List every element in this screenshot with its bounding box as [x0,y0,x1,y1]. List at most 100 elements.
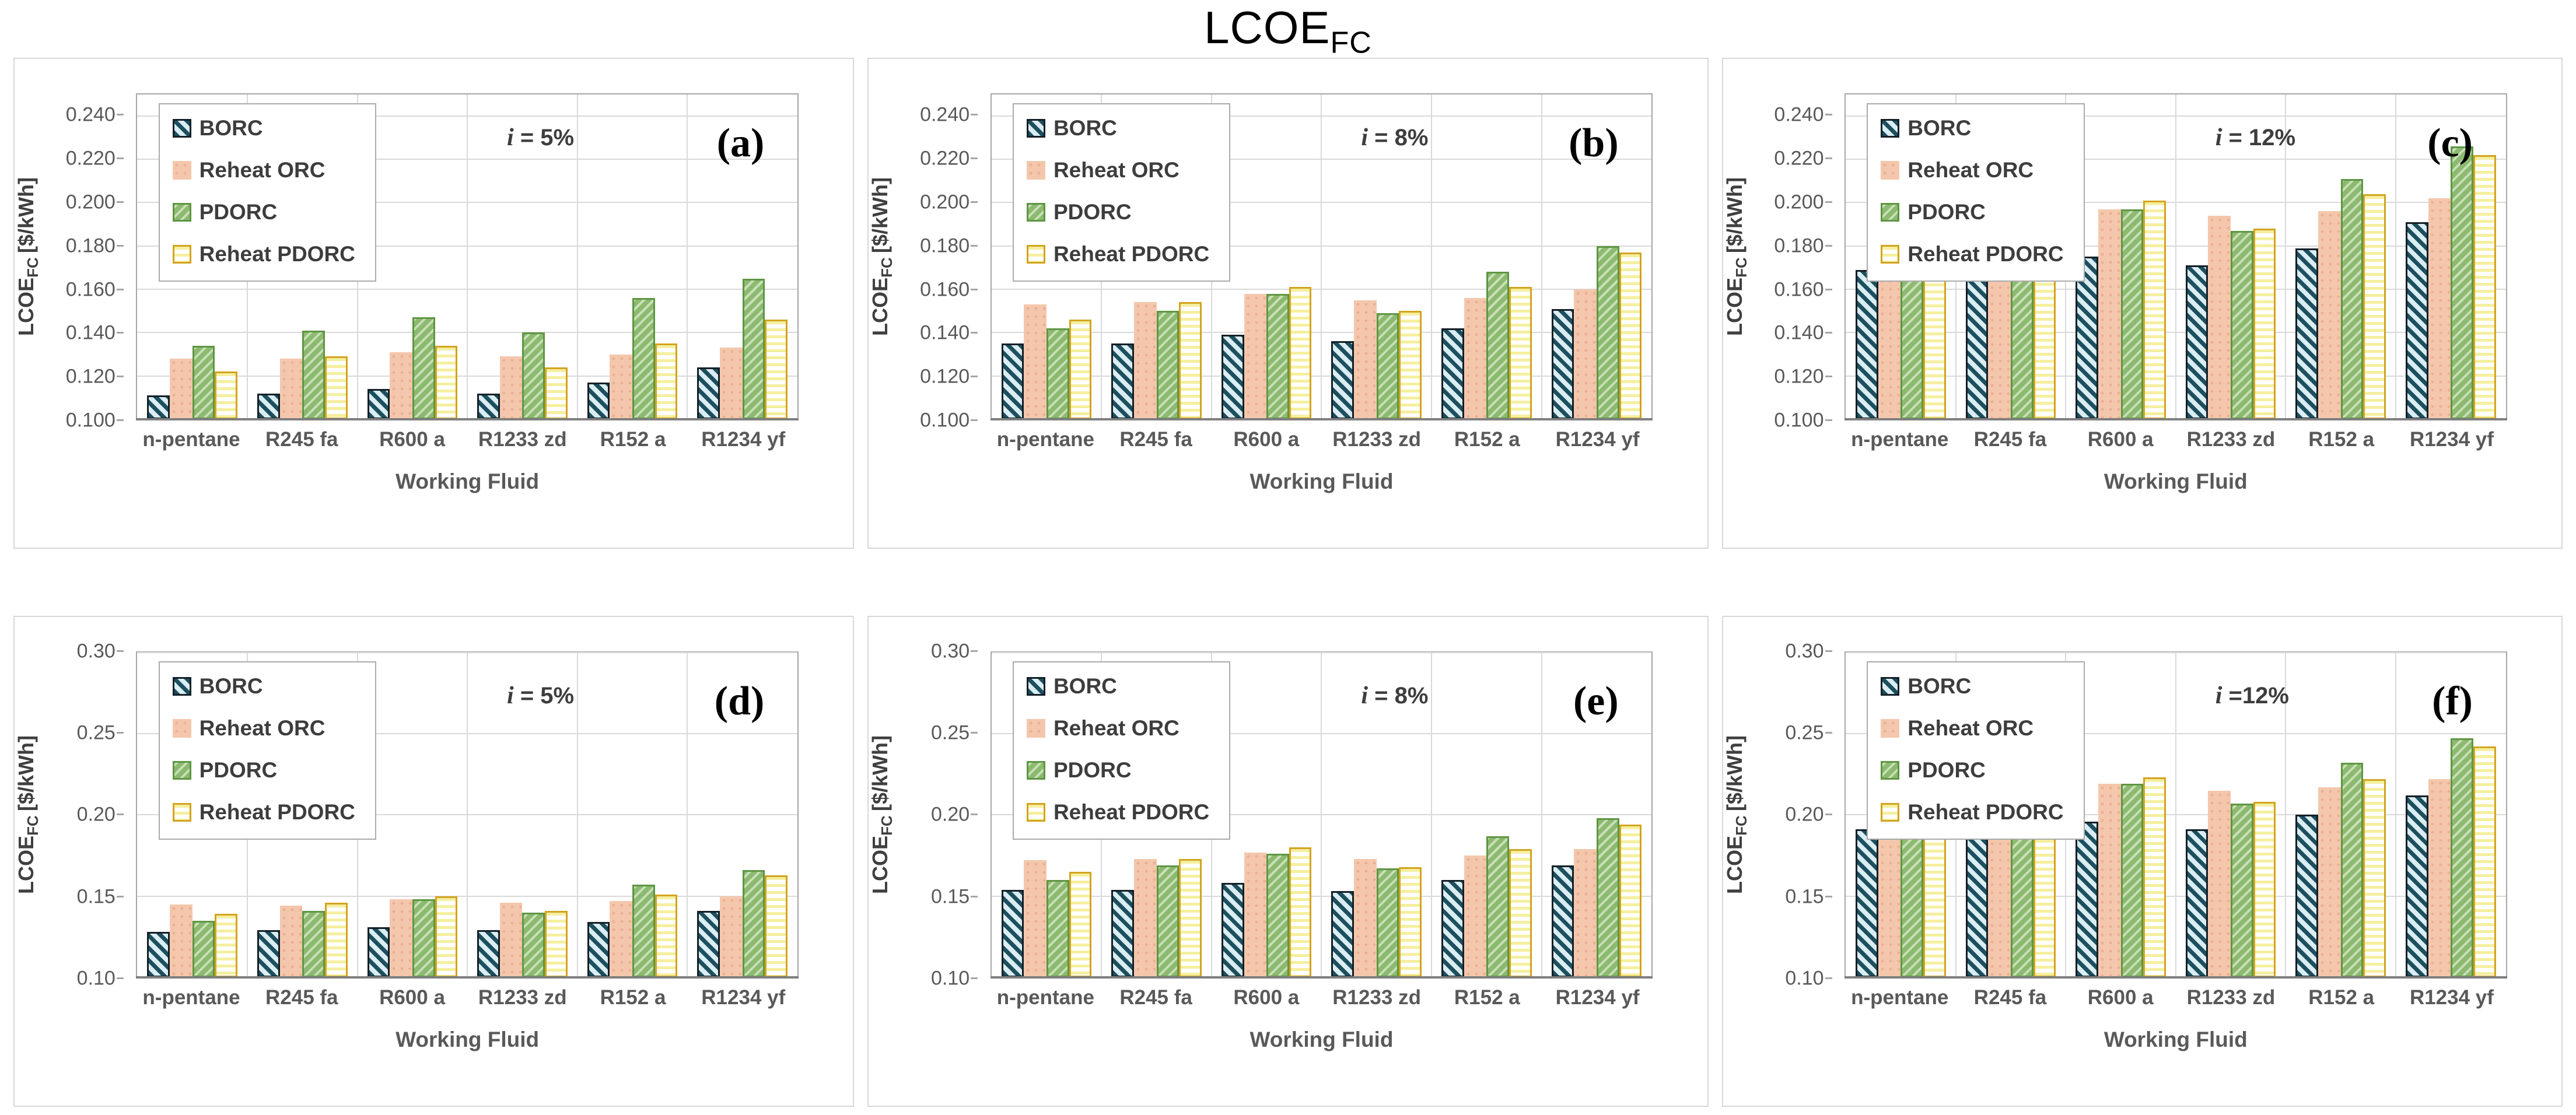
bar-BORC-R1233 zd [1331,341,1354,420]
bar-PDORC-n-pentane [192,920,215,978]
y-tick-mark [1825,288,1832,290]
x-axis-title: Working Fluid [396,1027,540,1051]
bar-BORC-R1234 yf [1551,308,1574,420]
y-tick-mark [116,814,124,816]
x-tick-label: R1234 yf [701,986,786,1009]
bar-group-R1234 yf [2396,94,2506,420]
bar-BORC-R152 a [587,922,610,978]
legend-swatch-icon [1026,761,1045,780]
y-tick-mark [1825,650,1832,652]
legend-swatch-icon [172,803,191,822]
y-tick-mark [116,244,124,247]
y-tick-mark [116,419,124,422]
y-tick-mark [1825,332,1832,334]
bar-PDORC-R1233 zd [522,332,545,420]
gridline-vertical [2395,652,2396,978]
bar-Reheat ORC-R600 a [390,899,412,978]
legend-label: BORC [199,116,263,141]
bar-Reheat PDORC-R152 a [2363,194,2386,420]
figure-title-main: LCOE [1204,2,1331,53]
x-tick-label: n-pentane [996,427,1094,451]
bar-Reheat PDORC-R152 a [1508,287,1532,420]
y-tick-mark [971,332,978,334]
y-tick-label: 0.140 [920,321,970,344]
legend-label: Reheat PDORC [1053,242,1210,267]
bar-BORC-n-pentane [1001,343,1024,420]
y-tick-label: 0.25 [1785,721,1824,744]
bar-group-R1234 yf [2396,653,2506,978]
y-tick-label: 0.15 [1785,885,1824,908]
bar-BORC-R245 fa [257,393,280,420]
bar-Reheat ORC-R1233 zd [1354,300,1377,420]
bar-group-R245 fa [1101,653,1212,978]
bar-group-R1234 yf [687,653,797,978]
bar-PDORC-R1233 zd [1376,313,1399,420]
interest-rate-annotation: i = 5% [507,124,575,151]
bar-PDORC-R152 a [2340,763,2364,978]
bar-PDORC-R245 fa [1156,865,1180,978]
bar-BORC-R1234 yf [2405,222,2428,420]
legend-label: BORC [1908,674,1972,699]
bar-PDORC-R245 fa [1156,311,1180,420]
bar-PDORC-R245 fa [302,910,325,978]
legend-swatch-icon [172,245,191,264]
legend: BORC Reheat ORC PDORC Reheat PDORC [1012,661,1231,840]
y-tick-label: 0.10 [76,967,116,990]
bar-BORC-R1234 yf [2405,795,2428,978]
bar-PDORC-R1233 zd [2231,230,2253,420]
bar-PDORC-R600 a [2120,209,2144,420]
legend-swatch-icon [172,119,191,138]
bar-BORC-R600 a [2076,821,2098,978]
gridline-vertical [687,652,688,978]
bar-BORC-n-pentane [1001,889,1024,978]
gridline-vertical [2175,94,2176,420]
y-tick-mark [971,977,978,980]
chart-panel-c: LCOEFC [$/kWh] 0.100 0.120 0.140 0.160 0.180 0… [1721,58,2563,549]
bar-PDORC-R152 a [1486,836,1509,978]
x-tick-label: R600 a [379,427,445,451]
bar-PDORC-R152 a [632,885,655,978]
bar-Reheat PDORC-R1233 zd [545,367,568,420]
x-tick-label: R152 a [2308,986,2375,1009]
x-tick-label: R600 a [2087,986,2154,1009]
interest-rate-annotation: i = 12% [2215,124,2296,151]
bar-group-R1233 zd [1321,94,1432,420]
y-tick-mark [1825,895,1832,897]
gridline-vertical [1321,652,1322,978]
y-tick-label: 0.220 [1774,147,1824,170]
y-tick-label: 0.100 [65,409,116,432]
y-tick-mark [116,201,124,203]
plot-area-f: i =12% (f) BORC Reheat ORC PDORC Reheat PDORC [1845,651,2507,979]
y-axis-ticks: 0.100 0.120 0.140 0.160 0.180 0.200 0.220 0.240 [1723,93,1832,432]
legend-item: Reheat ORC [1026,158,1209,183]
legend-swatch-icon [1881,161,1900,180]
bar-PDORC-R1234 yf [2451,738,2473,978]
legend-label: BORC [1053,674,1117,699]
legend-swatch-icon [1026,677,1045,696]
bar-group-R600 a [2066,653,2176,978]
legend-label: Reheat ORC [1053,158,1180,183]
x-tick-label: R1234 yf [701,427,786,451]
bar-Reheat PDORC-R600 a [1289,287,1312,420]
bar-BORC-R1233 zd [1331,891,1354,978]
legend-item: BORC [1881,116,2063,141]
bar-Reheat ORC-n-pentane [1024,860,1047,978]
gridline-vertical [1321,94,1322,420]
legend-label: PDORC [199,758,278,783]
y-tick-mark [971,895,978,897]
x-tick-label: R600 a [1233,986,1300,1009]
x-category-labels: n-pentane R245 fa R600 a R1233 zd R152 a R123… [1845,986,2507,1015]
panel-letter-f: (f) [2432,679,2473,724]
bar-group-R152 a [578,94,688,420]
legend-swatch-icon [1026,719,1045,738]
legend-label: PDORC [1908,200,1986,225]
bar-group-R600 a [2066,94,2176,420]
legend-label: Reheat PDORC [199,242,355,267]
legend-item: PDORC [1881,758,2063,783]
bar-Reheat PDORC-R1234 yf [2473,746,2496,978]
legend-label: BORC [199,674,263,699]
interest-rate-annotation: i = 5% [507,682,575,709]
bar-Reheat ORC-R152 a [610,354,632,420]
y-tick-mark [116,376,124,378]
bar-group-R1233 zd [2176,94,2286,420]
